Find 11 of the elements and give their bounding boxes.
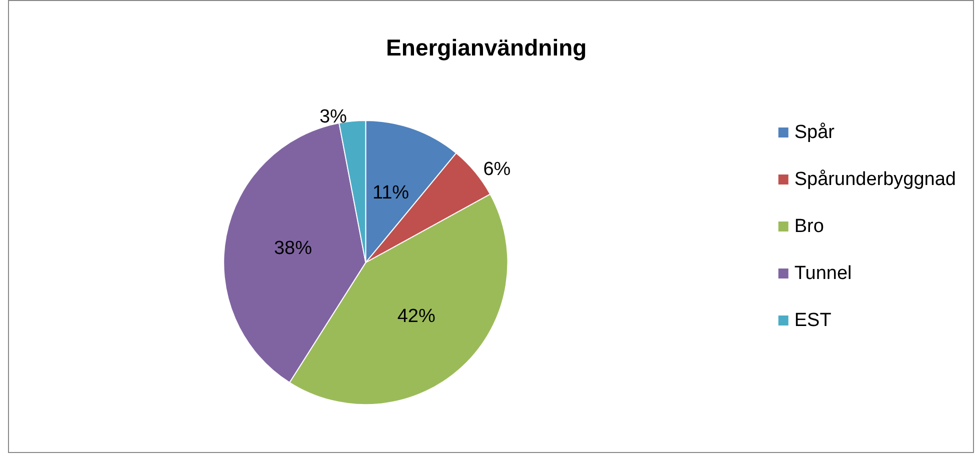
legend-label: Bro bbox=[794, 216, 824, 237]
data-label: 3% bbox=[319, 106, 348, 128]
legend-label: EST bbox=[794, 310, 832, 331]
legend-label: Tunnel bbox=[794, 263, 852, 284]
chart-title: Energianvändning bbox=[386, 34, 587, 60]
data-label: 11% bbox=[372, 182, 410, 204]
legend-label: Spårunderbyggnad bbox=[794, 169, 956, 190]
data-label: 38% bbox=[274, 238, 312, 260]
data-label: 6% bbox=[483, 158, 511, 180]
legend-label: Spår bbox=[794, 122, 836, 143]
data-label: 42% bbox=[397, 306, 436, 328]
